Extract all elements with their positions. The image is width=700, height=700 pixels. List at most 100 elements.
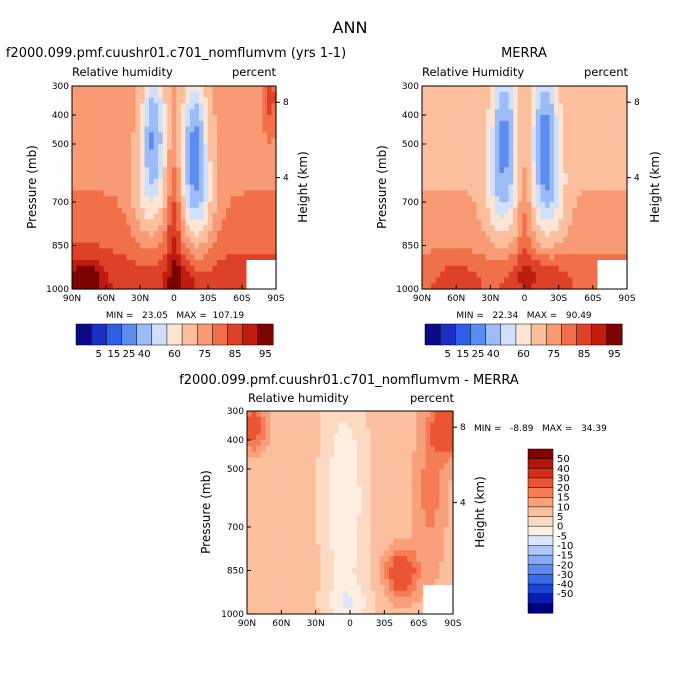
- field-cell: [329, 561, 335, 569]
- field-cell: [260, 556, 266, 563]
- field-cell: [103, 126, 109, 133]
- field-cell: [103, 248, 109, 255]
- field-cell: [212, 178, 218, 186]
- field-cell: [426, 138, 432, 145]
- field-cell: [567, 190, 573, 197]
- field-cell: [535, 138, 542, 145]
- field-cell: [375, 428, 381, 435]
- field-cell: [416, 480, 422, 487]
- field-cell: [430, 527, 436, 534]
- terrain-mask: [597, 260, 627, 290]
- field-cell: [198, 196, 205, 203]
- field-cell: [490, 254, 496, 261]
- field-cell: [617, 213, 624, 220]
- field-cell: [576, 283, 583, 290]
- field-cell: [472, 115, 478, 122]
- field-cell: [271, 161, 277, 168]
- field-cell: [393, 550, 399, 557]
- field-cell: [549, 149, 555, 157]
- field-cell: [274, 550, 280, 557]
- field-cell: [167, 213, 173, 220]
- field-cell: [554, 271, 560, 278]
- field-cell: [260, 486, 266, 493]
- field-cell: [306, 463, 312, 470]
- field-cell: [431, 271, 437, 278]
- field-cell: [581, 138, 587, 145]
- field-cell: [135, 260, 141, 267]
- field-cell: [567, 132, 573, 139]
- field-cell: [99, 202, 105, 209]
- field-cell: [467, 115, 473, 122]
- field-cell: [449, 97, 455, 104]
- field-cell: [226, 207, 232, 215]
- field-cell: [463, 248, 469, 255]
- field-cell: [370, 486, 376, 493]
- field-cell: [370, 515, 376, 522]
- field-cell: [361, 480, 367, 487]
- field-cell: [430, 469, 436, 476]
- field-cell: [221, 260, 227, 267]
- field-cell: [121, 167, 127, 174]
- field-cell: [504, 132, 510, 139]
- field-cell: [416, 561, 422, 569]
- field-cell: [72, 202, 78, 209]
- field-cell: [549, 236, 555, 244]
- field-cell: [504, 271, 510, 278]
- field-cell: [472, 277, 478, 284]
- field-cell: [613, 178, 619, 186]
- field-cell: [271, 196, 277, 203]
- field-cell: [581, 149, 587, 157]
- field-cell: [167, 155, 173, 162]
- field-cell: [72, 109, 78, 116]
- field-cell: [230, 155, 236, 162]
- field-cell: [265, 556, 271, 563]
- field-cell: [398, 573, 404, 580]
- field-cell: [558, 196, 564, 203]
- field-cell: [490, 277, 496, 284]
- field-cell: [306, 480, 312, 487]
- field-cell: [599, 144, 605, 151]
- field-cell: [292, 451, 298, 458]
- field-cell: [171, 120, 177, 128]
- field-cell: [130, 91, 137, 99]
- field-cell: [121, 132, 127, 139]
- field-cell: [375, 457, 381, 464]
- field-cell: [448, 561, 454, 569]
- field-cell: [554, 231, 560, 238]
- panel-diff-stats: MIN = -8.89 MAX = 34.39: [474, 424, 607, 434]
- field-cell: [158, 144, 164, 151]
- field-cell: [257, 103, 263, 110]
- field-cell: [153, 225, 159, 232]
- field-cell: [153, 167, 159, 174]
- field-cell: [140, 138, 146, 145]
- field-cell: [103, 149, 109, 157]
- field-cell: [279, 440, 285, 447]
- field-cell: [333, 608, 340, 615]
- field-cell: [271, 236, 277, 244]
- panel-model-units: percent: [232, 65, 277, 79]
- field-cell: [590, 190, 596, 197]
- field-cell: [426, 155, 432, 162]
- field-cell: [271, 97, 277, 104]
- field-cell: [422, 86, 428, 93]
- field-cell: [422, 173, 428, 180]
- field-cell: [513, 265, 519, 273]
- y-tick-label: 700: [402, 198, 419, 208]
- field-cell: [288, 532, 294, 540]
- field-cell: [425, 544, 431, 551]
- field-cell: [595, 149, 601, 157]
- field-cell: [103, 190, 109, 197]
- field-cell: [472, 155, 478, 162]
- field-cell: [379, 550, 385, 557]
- field-cell: [239, 167, 245, 174]
- field-cell: [422, 213, 428, 220]
- field-cell: [260, 567, 266, 574]
- field-cell: [604, 115, 610, 122]
- field-cell: [203, 138, 209, 145]
- field-cell: [81, 144, 87, 151]
- field-cell: [476, 178, 482, 186]
- field-cell: [599, 254, 605, 261]
- field-cell: [292, 527, 298, 534]
- field-cell: [608, 86, 614, 93]
- field-cell: [230, 265, 236, 273]
